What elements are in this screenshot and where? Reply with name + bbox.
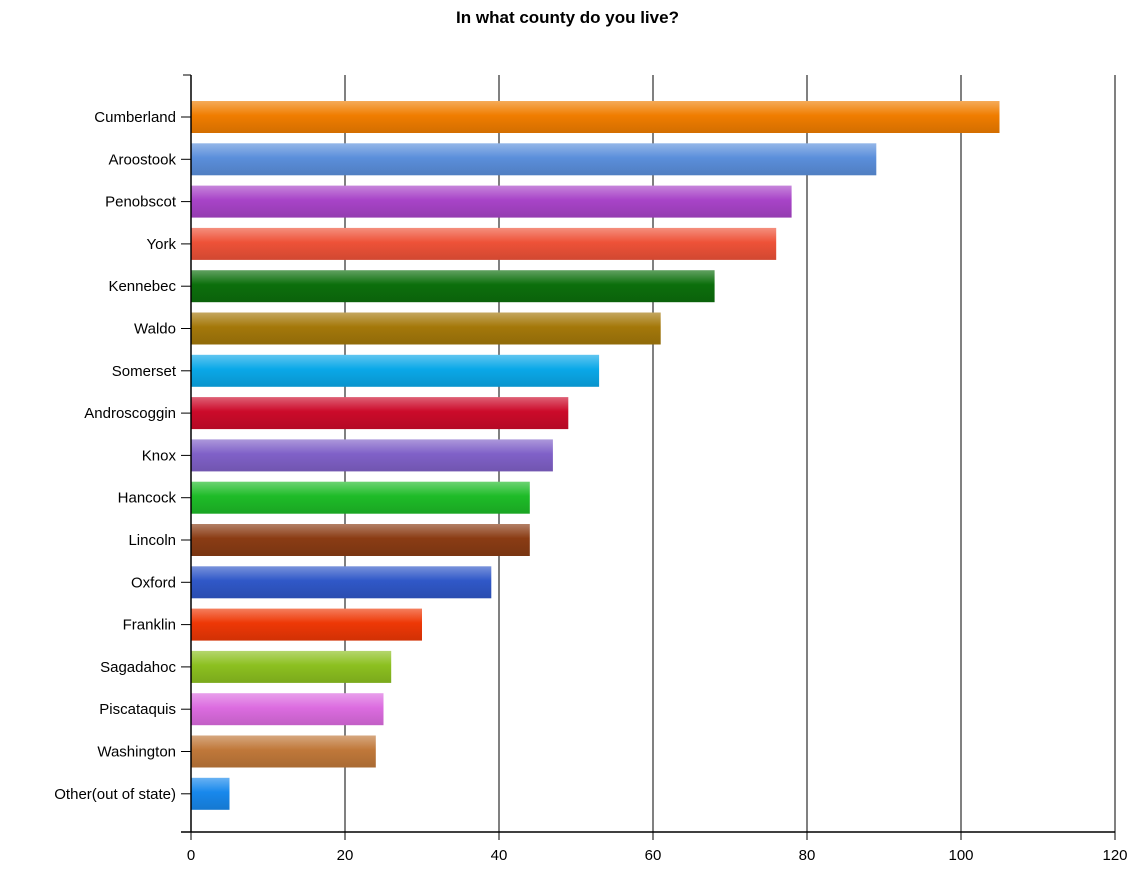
chart-title: In what county do you live? [456,8,679,27]
y-tick-label: Waldo [134,321,176,338]
bar-other-out-of-state- [191,777,230,810]
y-tick-label: Somerset [112,363,177,380]
y-tick-label: Hancock [118,490,177,507]
bar-franklin [191,608,422,641]
y-tick-label: Androscoggin [84,405,176,422]
bar-androscoggin [191,397,569,430]
bar-oxford [191,566,492,599]
y-tick-label: Oxford [131,574,176,591]
y-tick-label: Other(out of state) [54,786,176,803]
y-tick-label: Piscataquis [99,701,176,718]
labels: Cumberland Aroostook Penobscot York Kennebec… [54,109,1127,864]
y-tick-label: Lincoln [128,532,176,549]
bar-hancock [191,481,530,514]
bars [191,101,1000,810]
y-tick-label: Washington [97,744,176,761]
y-tick-label: Knox [142,447,177,464]
y-tick-label: Sagadahoc [100,659,176,676]
y-tick-label: Penobscot [105,194,177,211]
bar-sagadahoc [191,650,392,683]
bar-piscataquis [191,693,384,726]
x-tick-label: 20 [337,847,354,864]
x-tick-label: 120 [1102,847,1127,864]
bar-lincoln [191,524,530,556]
bar-washington [191,735,376,768]
bar-kennebec [191,270,715,303]
bar-york [191,227,777,260]
bar-aroostook [191,143,877,176]
axes [181,74,1116,840]
y-tick-label: Kennebec [108,278,176,295]
x-tick-label: 0 [187,847,195,864]
bar-penobscot [191,185,792,218]
x-tick-label: 60 [645,847,662,864]
bar-somerset [191,354,600,387]
x-tick-label: 40 [491,847,508,864]
bar-cumberland [191,101,1000,133]
bar-waldo [191,312,661,345]
y-tick-label: Cumberland [94,109,176,126]
y-tick-label: Franklin [123,617,176,634]
x-tick-label: 80 [799,847,816,864]
bar-knox [191,439,553,472]
x-tick-label: 100 [948,847,973,864]
y-tick-label: Aroostook [108,151,176,168]
y-tick-label: York [147,236,177,253]
